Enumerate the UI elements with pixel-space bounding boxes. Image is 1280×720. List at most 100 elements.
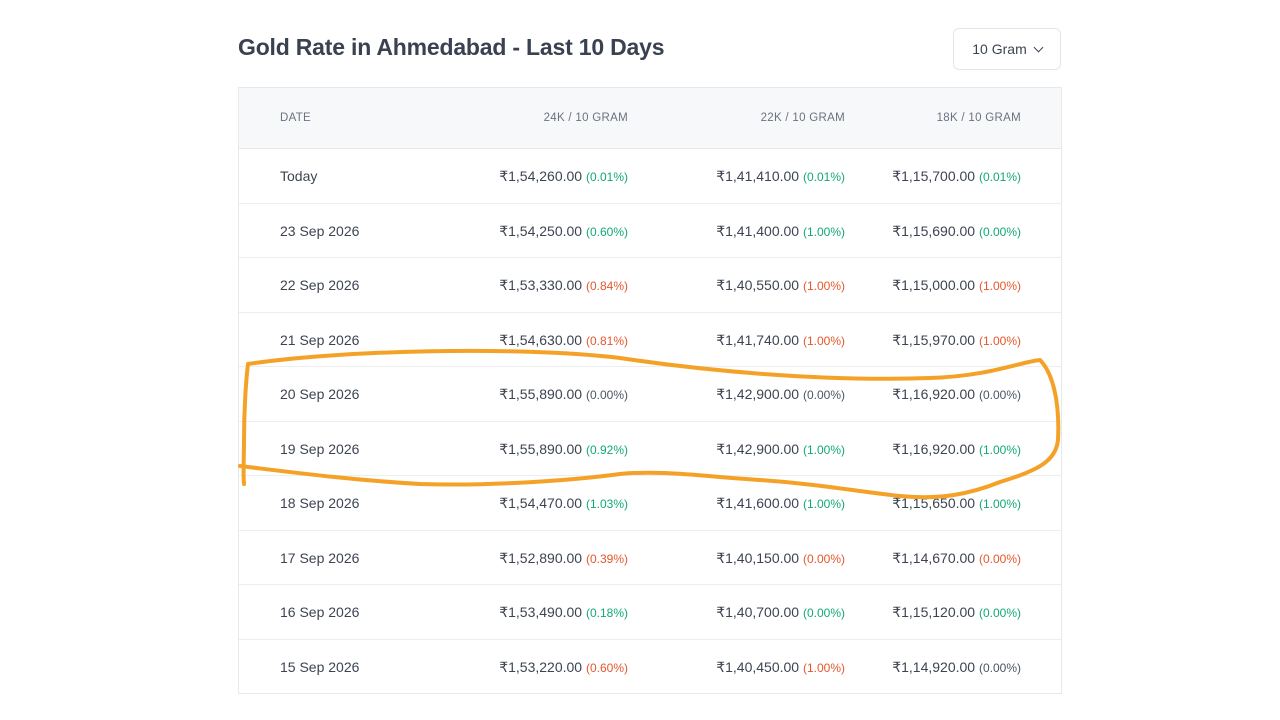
price-24k-cell-value: ₹1,52,890.00 [499,549,583,566]
price-18k-cell-value: ₹1,15,700.00 [892,168,976,184]
table-row: 17 Sep 2026 ₹1,52,890.00 (0.39%) ₹1,40,150… [239,531,1061,585]
price-24k-cell-value: ₹1,54,470.00 [499,495,583,511]
price-18k-cell: ₹1,16,920.00 (1.00%) [892,441,1021,458]
table-row: Today ₹1,54,260.00 (0.01%) ₹1,41,410.00 (0… [239,149,1061,204]
price-24k-cell-change: (0.84%) [585,279,628,293]
price-22k-cell-change: (1.00%) [802,279,845,293]
price-24k-cell-change: (0.39%) [585,551,628,566]
date-cell: 19 Sep 2026 [280,441,359,457]
price-22k-cell: ₹1,41,400.00 (1.00%) [716,223,845,240]
price-22k-cell-change: (0.00%) [802,551,845,566]
header-18k: 18K / 10 GRAM [936,112,1021,124]
date-cell-value: 17 Sep 2026 [280,549,360,566]
unit-dropdown-value: 10 Gram [972,41,1027,57]
price-18k-cell: ₹1,15,970.00 (1.00%) [892,332,1021,349]
price-24k-cell-change: (0.60%) [585,224,628,239]
price-22k-cell-change: (1.00%) [802,660,845,675]
price-18k-cell-change: (1.00%) [978,497,1021,511]
price-22k-cell-value: ₹1,41,740.00 [716,331,800,348]
date-cell: Today [280,168,317,184]
price-18k-cell-change: (0.00%) [978,551,1021,566]
date-cell: 18 Sep 2026 [280,495,359,511]
date-cell-value: 19 Sep 2026 [280,440,360,457]
chevron-down-icon [1033,42,1044,52]
unit-dropdown[interactable]: 10 Gram [953,28,1061,70]
price-22k-cell: ₹1,40,700.00 (0.00%) [716,604,845,621]
price-22k-cell: ₹1,40,150.00 (0.00%) [716,550,845,567]
price-22k-cell-value: ₹1,40,550.00 [716,277,800,293]
price-18k-cell-change: (1.00%) [978,442,1021,457]
price-22k-cell: ₹1,40,550.00 (1.00%) [716,277,845,294]
date-cell-value: 18 Sep 2026 [280,495,360,511]
price-18k-cell-change: (0.01%) [978,170,1021,184]
price-18k-cell: ₹1,14,920.00 (0.00%) [892,659,1021,676]
price-24k-cell-value: ₹1,55,890.00 [499,386,583,402]
price-18k-cell-value: ₹1,15,120.00 [892,604,976,620]
date-cell: 21 Sep 2026 [280,332,359,348]
header-22k: 22K / 10 GRAM [760,112,845,124]
price-24k-cell: ₹1,53,490.00 (0.18%) [499,604,628,621]
price-24k-cell-value: ₹1,53,220.00 [499,658,583,675]
price-18k-cell: ₹1,14,670.00 (0.00%) [892,550,1021,567]
price-22k-cell-change: (1.00%) [802,442,845,457]
date-cell: 15 Sep 2026 [280,659,359,675]
header-24k: 24K / 10 GRAM [543,112,628,124]
price-24k-cell-change: (0.00%) [585,388,628,402]
price-22k-cell-change: (1.00%) [802,333,845,348]
price-18k-cell-value: ₹1,15,000.00 [892,277,976,293]
price-22k-cell-value: ₹1,41,410.00 [716,168,800,184]
price-22k-cell: ₹1,41,740.00 (1.00%) [716,332,845,349]
table-row: 21 Sep 2026 ₹1,54,630.00 (0.81%) ₹1,41,740… [239,313,1061,367]
price-24k-cell: ₹1,54,250.00 (0.60%) [499,223,628,240]
price-18k-cell: ₹1,15,000.00 (1.00%) [892,277,1021,294]
page-title: Gold Rate in Ahmedabad - Last 10 Days [238,34,665,60]
price-22k-cell: ₹1,42,900.00 (1.00%) [716,441,845,458]
date-cell-value: 20 Sep 2026 [280,386,360,402]
date-cell: 22 Sep 2026 [280,277,359,293]
table-row: 19 Sep 2026 ₹1,55,890.00 (0.92%) ₹1,42,900… [239,422,1061,476]
header-date: DATE [280,112,312,124]
price-18k-cell-value: ₹1,15,690.00 [892,222,976,239]
table-row: 23 Sep 2026 ₹1,54,250.00 (0.60%) ₹1,41,400… [239,204,1061,258]
price-22k-cell: ₹1,40,450.00 (1.00%) [716,659,845,676]
price-22k-cell-value: ₹1,40,150.00 [716,549,800,566]
price-24k-cell-value: ₹1,53,490.00 [499,604,583,620]
table-row: 20 Sep 2026 ₹1,55,890.00 (0.00%) ₹1,42,900… [239,367,1061,422]
table-row: 16 Sep 2026 ₹1,53,490.00 (0.18%) ₹1,40,700… [239,585,1061,640]
price-24k-cell: ₹1,55,890.00 (0.00%) [499,386,628,403]
price-22k-cell-value: ₹1,40,700.00 [716,604,800,620]
price-18k-cell-value: ₹1,14,670.00 [892,549,976,566]
table-row: 15 Sep 2026 ₹1,53,220.00 (0.60%) ₹1,40,450… [239,640,1061,695]
date-cell-value: 21 Sep 2026 [280,331,360,348]
price-18k-cell: ₹1,15,700.00 (0.01%) [892,168,1021,185]
date-cell-value: 23 Sep 2026 [280,222,360,239]
price-24k-cell-change: (0.01%) [585,170,628,184]
price-24k-cell-value: ₹1,54,260.00 [499,168,583,184]
price-18k-cell-value: ₹1,15,970.00 [892,331,976,348]
price-24k-cell: ₹1,53,330.00 (0.84%) [499,277,628,294]
price-24k-cell: ₹1,53,220.00 (0.60%) [499,659,628,676]
price-24k-cell-value: ₹1,53,330.00 [499,277,583,293]
price-18k-cell-change: (1.00%) [978,333,1021,348]
price-24k-cell: ₹1,52,890.00 (0.39%) [499,550,628,567]
price-18k-cell: ₹1,16,920.00 (0.00%) [892,386,1021,403]
price-18k-cell-value: ₹1,16,920.00 [892,386,976,402]
date-cell: 20 Sep 2026 [280,386,359,402]
price-24k-cell: ₹1,54,260.00 (0.01%) [499,168,628,185]
price-24k-cell-value: ₹1,55,890.00 [499,440,583,457]
price-18k-cell-change: (1.00%) [978,279,1021,293]
price-22k-cell-change: (1.00%) [802,497,845,511]
price-18k-cell-value: ₹1,16,920.00 [892,440,976,457]
price-24k-cell-change: (0.81%) [585,333,628,348]
price-24k-cell-value: ₹1,54,250.00 [499,222,583,239]
price-18k-cell-change: (0.00%) [978,388,1021,402]
table-header: DATE 24K / 10 GRAM 22K / 10 GRAM 18K / 1… [239,88,1061,149]
price-18k-cell-change: (0.00%) [978,606,1021,620]
price-24k-cell-value: ₹1,54,630.00 [499,331,583,348]
price-22k-cell-change: (0.01%) [802,170,845,184]
price-24k-cell: ₹1,54,470.00 (1.03%) [499,495,628,512]
price-18k-cell-value: ₹1,15,650.00 [892,495,976,511]
price-22k-cell-change: (0.00%) [802,388,845,402]
price-22k-cell-value: ₹1,40,450.00 [716,658,800,675]
table-row: 22 Sep 2026 ₹1,53,330.00 (0.84%) ₹1,40,550… [239,258,1061,313]
